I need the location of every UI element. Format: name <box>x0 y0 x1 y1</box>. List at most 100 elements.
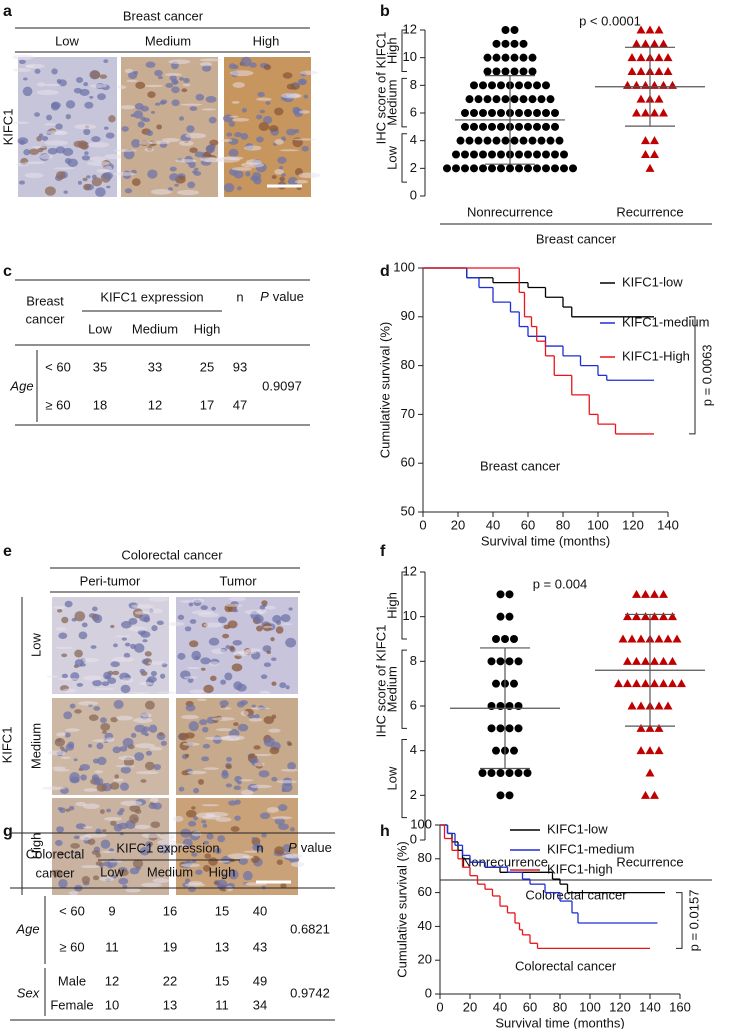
nucleus <box>121 637 127 641</box>
stroma <box>250 784 272 789</box>
nucleus <box>152 802 162 810</box>
stroma <box>116 715 134 721</box>
data-point <box>636 53 646 62</box>
nucleus <box>174 183 179 187</box>
stroma <box>281 92 302 99</box>
data-point <box>514 769 523 777</box>
data-point <box>487 657 496 666</box>
y-tick-label: 60 <box>401 455 415 470</box>
data-point <box>542 109 550 117</box>
nucleus <box>226 132 233 137</box>
stroma <box>300 70 319 75</box>
nucleus <box>61 673 68 679</box>
score-bracket <box>401 571 407 640</box>
cell: 9 <box>108 903 115 918</box>
nucleus <box>52 869 63 878</box>
nucleus <box>245 171 251 177</box>
nucleus <box>140 631 151 638</box>
data-point <box>542 122 550 131</box>
nucleus <box>171 86 180 94</box>
data-point <box>505 791 514 800</box>
nucleus <box>44 186 56 196</box>
figure-title: Breast cancer <box>123 8 204 23</box>
data-point <box>542 164 550 173</box>
data-point <box>632 108 641 117</box>
nucleus <box>81 622 88 628</box>
stroma <box>152 878 170 884</box>
nucleus <box>18 180 26 185</box>
data-point <box>505 612 514 621</box>
cell: 12 <box>148 397 162 412</box>
data-point <box>663 634 673 643</box>
data-point <box>650 656 659 665</box>
data-point <box>492 746 500 755</box>
stroma <box>225 886 234 892</box>
nucleus <box>282 844 292 853</box>
column-header: High <box>194 321 221 336</box>
stroma <box>183 676 198 679</box>
nucleus <box>112 746 121 754</box>
cell-n: 43 <box>253 939 267 954</box>
stroma <box>80 865 101 869</box>
column-header: Medium <box>147 864 193 879</box>
x-tick-label: 120 <box>622 517 644 532</box>
nucleus <box>225 645 231 649</box>
nucleus <box>139 847 150 856</box>
nucleus <box>142 726 150 732</box>
nucleus <box>113 643 118 648</box>
nucleus <box>177 652 186 660</box>
stroma <box>250 707 271 710</box>
nucleus <box>129 814 139 824</box>
nucleus <box>147 169 158 179</box>
nucleus <box>64 158 72 164</box>
data-point <box>533 150 541 159</box>
nucleus <box>160 99 168 105</box>
x-tick-label: Nonrecurrence <box>467 204 553 219</box>
nucleus <box>263 716 275 725</box>
stroma <box>280 768 299 772</box>
data-point <box>641 136 650 145</box>
cell: 25 <box>200 359 214 374</box>
nucleus <box>110 661 120 668</box>
stroma <box>140 713 152 718</box>
nucleus <box>75 823 86 830</box>
nucleus <box>36 136 42 142</box>
nucleus <box>256 114 263 120</box>
nucleus <box>231 663 243 672</box>
stroma <box>244 609 263 615</box>
nucleus <box>65 100 76 109</box>
data-point <box>654 94 664 103</box>
data-point <box>542 81 550 90</box>
nucleus <box>279 682 287 689</box>
stroma <box>254 753 272 757</box>
stroma <box>238 779 254 782</box>
nucleus <box>209 139 219 146</box>
stroma <box>141 832 161 839</box>
nucleus <box>145 750 152 756</box>
annotation: p < 0.0001 <box>579 13 641 28</box>
nucleus <box>84 151 89 156</box>
nucleus <box>188 721 199 732</box>
nucleus <box>81 876 91 884</box>
data-point <box>636 723 646 732</box>
nucleus <box>287 176 298 186</box>
tissue-image <box>113 57 223 197</box>
nucleus <box>229 645 235 651</box>
nucleus <box>206 833 214 840</box>
stroma <box>196 698 207 702</box>
nucleus <box>188 820 197 827</box>
nucleus <box>143 616 151 623</box>
nucleus <box>80 774 87 781</box>
nucleus <box>128 71 138 80</box>
x-tick-label: 80 <box>556 517 570 532</box>
stroma <box>25 64 35 68</box>
row-label: Female <box>50 997 93 1012</box>
nucleus <box>228 869 239 880</box>
nucleus <box>189 106 198 111</box>
nucleus <box>184 753 190 758</box>
data-point <box>515 150 523 159</box>
data-point <box>537 95 546 104</box>
stroma <box>243 850 260 853</box>
annotation: Breast cancer <box>480 458 561 473</box>
nucleus <box>18 59 26 65</box>
